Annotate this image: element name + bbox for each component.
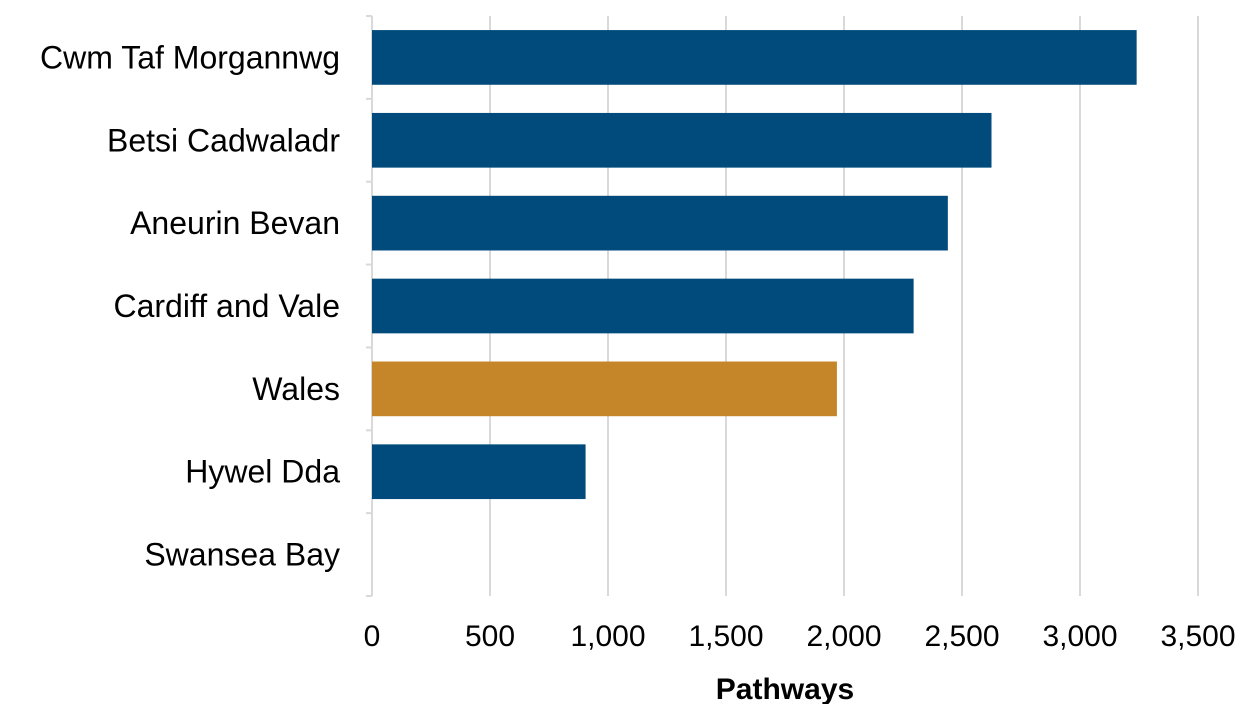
bar xyxy=(372,30,1137,85)
category-label: Swansea Bay xyxy=(144,537,340,573)
y-axis-ticks xyxy=(366,15,372,597)
category-label: Wales xyxy=(252,371,340,407)
x-tick-label: 500 xyxy=(465,620,515,653)
x-tick-label: 0 xyxy=(364,620,381,653)
category-label: Aneurin Bevan xyxy=(130,205,340,241)
category-labels: Cwm Taf Morgannwg Betsi Cadwaladr Aneurin … xyxy=(40,39,340,572)
x-tick-label: 2,000 xyxy=(806,620,881,653)
x-tick-labels: 0 500 1,000 1,500 2,000 2,500 3,000 3,500 xyxy=(364,620,1236,653)
bar xyxy=(372,278,914,334)
x-axis-title: Pathways xyxy=(716,673,854,704)
bar xyxy=(372,444,586,500)
bar xyxy=(372,361,837,417)
category-label: Betsi Cadwaladr xyxy=(107,122,340,158)
x-tick-label: 3,500 xyxy=(1160,620,1235,653)
x-tick-label: 3,000 xyxy=(1042,620,1117,653)
category-label: Cardiff and Vale xyxy=(113,288,340,324)
x-tick-label: 2,500 xyxy=(924,620,999,653)
x-tick-label: 1,500 xyxy=(688,620,763,653)
bars xyxy=(372,30,1137,500)
category-label: Cwm Taf Morgannwg xyxy=(40,39,340,75)
bar xyxy=(372,112,992,168)
x-tick-label: 1,000 xyxy=(570,620,645,653)
category-label: Hywel Dda xyxy=(185,454,340,490)
bar xyxy=(372,195,948,251)
